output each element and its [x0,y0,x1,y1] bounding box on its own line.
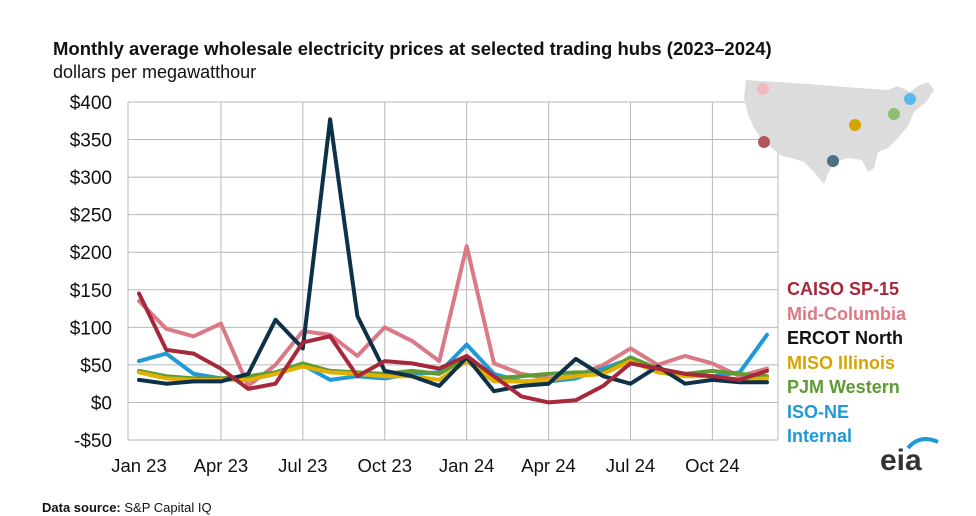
y-tick-label: $250 [70,206,112,227]
map-marker-iso-ne-internal [904,93,916,105]
x-tick-label: Jan 23 [111,455,167,476]
data-source-label: Data source: [42,500,121,515]
map-marker-miso-illinois [849,119,861,131]
x-tick-label: Oct 23 [357,455,412,476]
series-line-caiso-sp-15 [137,291,769,405]
y-tick-label: $50 [80,356,112,377]
y-tick-label: $150 [70,281,112,302]
y-tick-label: $300 [70,168,112,189]
legend-item-iso-ne: ISO-NE [787,401,850,422]
y-tick-label: $350 [70,131,112,152]
x-tick-label: Jul 23 [278,455,327,476]
x-tick-label: Apr 24 [521,455,576,476]
us-map-icon [744,80,934,184]
map-marker-mid-columbia [757,83,769,95]
legend: CAISO SP-15 Mid-Columbia ERCOT North MIS… [787,277,906,449]
y-tick-label: $400 [70,93,112,114]
y-tick-label: $0 [91,393,112,414]
y-tick-label: $200 [70,243,112,264]
x-tick-label: Jan 24 [439,455,495,476]
data-source: Data source: S&P Capital IQ [42,500,212,515]
legend-item-iso-ne-internal: Internal [787,426,853,446]
eia-logo: eia [880,437,939,476]
y-tick-label: -$50 [74,431,112,452]
y-tick-label: $100 [70,318,112,339]
chart-subtitle: dollars per megawatthour [53,62,257,82]
map-marker-caiso-sp-15 [758,136,770,148]
map-marker-ercot-north [827,155,839,167]
us-map-shape [744,80,934,184]
eia-logo-arc [906,437,939,450]
x-tick-label: Jul 24 [606,455,655,476]
legend-item-caiso: CAISO SP-15 [787,279,900,299]
x-tick-label: Oct 24 [685,455,740,476]
legend-item-ercot: ERCOT North [787,328,903,348]
map-marker-pjm-western [888,108,900,120]
eia-logo-text: eia [880,444,922,476]
data-source-text: S&P Capital IQ [124,500,212,515]
legend-item-mid-columbia: Mid-Columbia [787,303,906,324]
chart-title: Monthly average wholesale electricity pr… [53,38,772,59]
legend-item-miso: MISO Illinois [787,352,896,373]
x-tick-label: Apr 23 [194,455,249,476]
legend-item-pjm: PJM Western [787,377,900,397]
